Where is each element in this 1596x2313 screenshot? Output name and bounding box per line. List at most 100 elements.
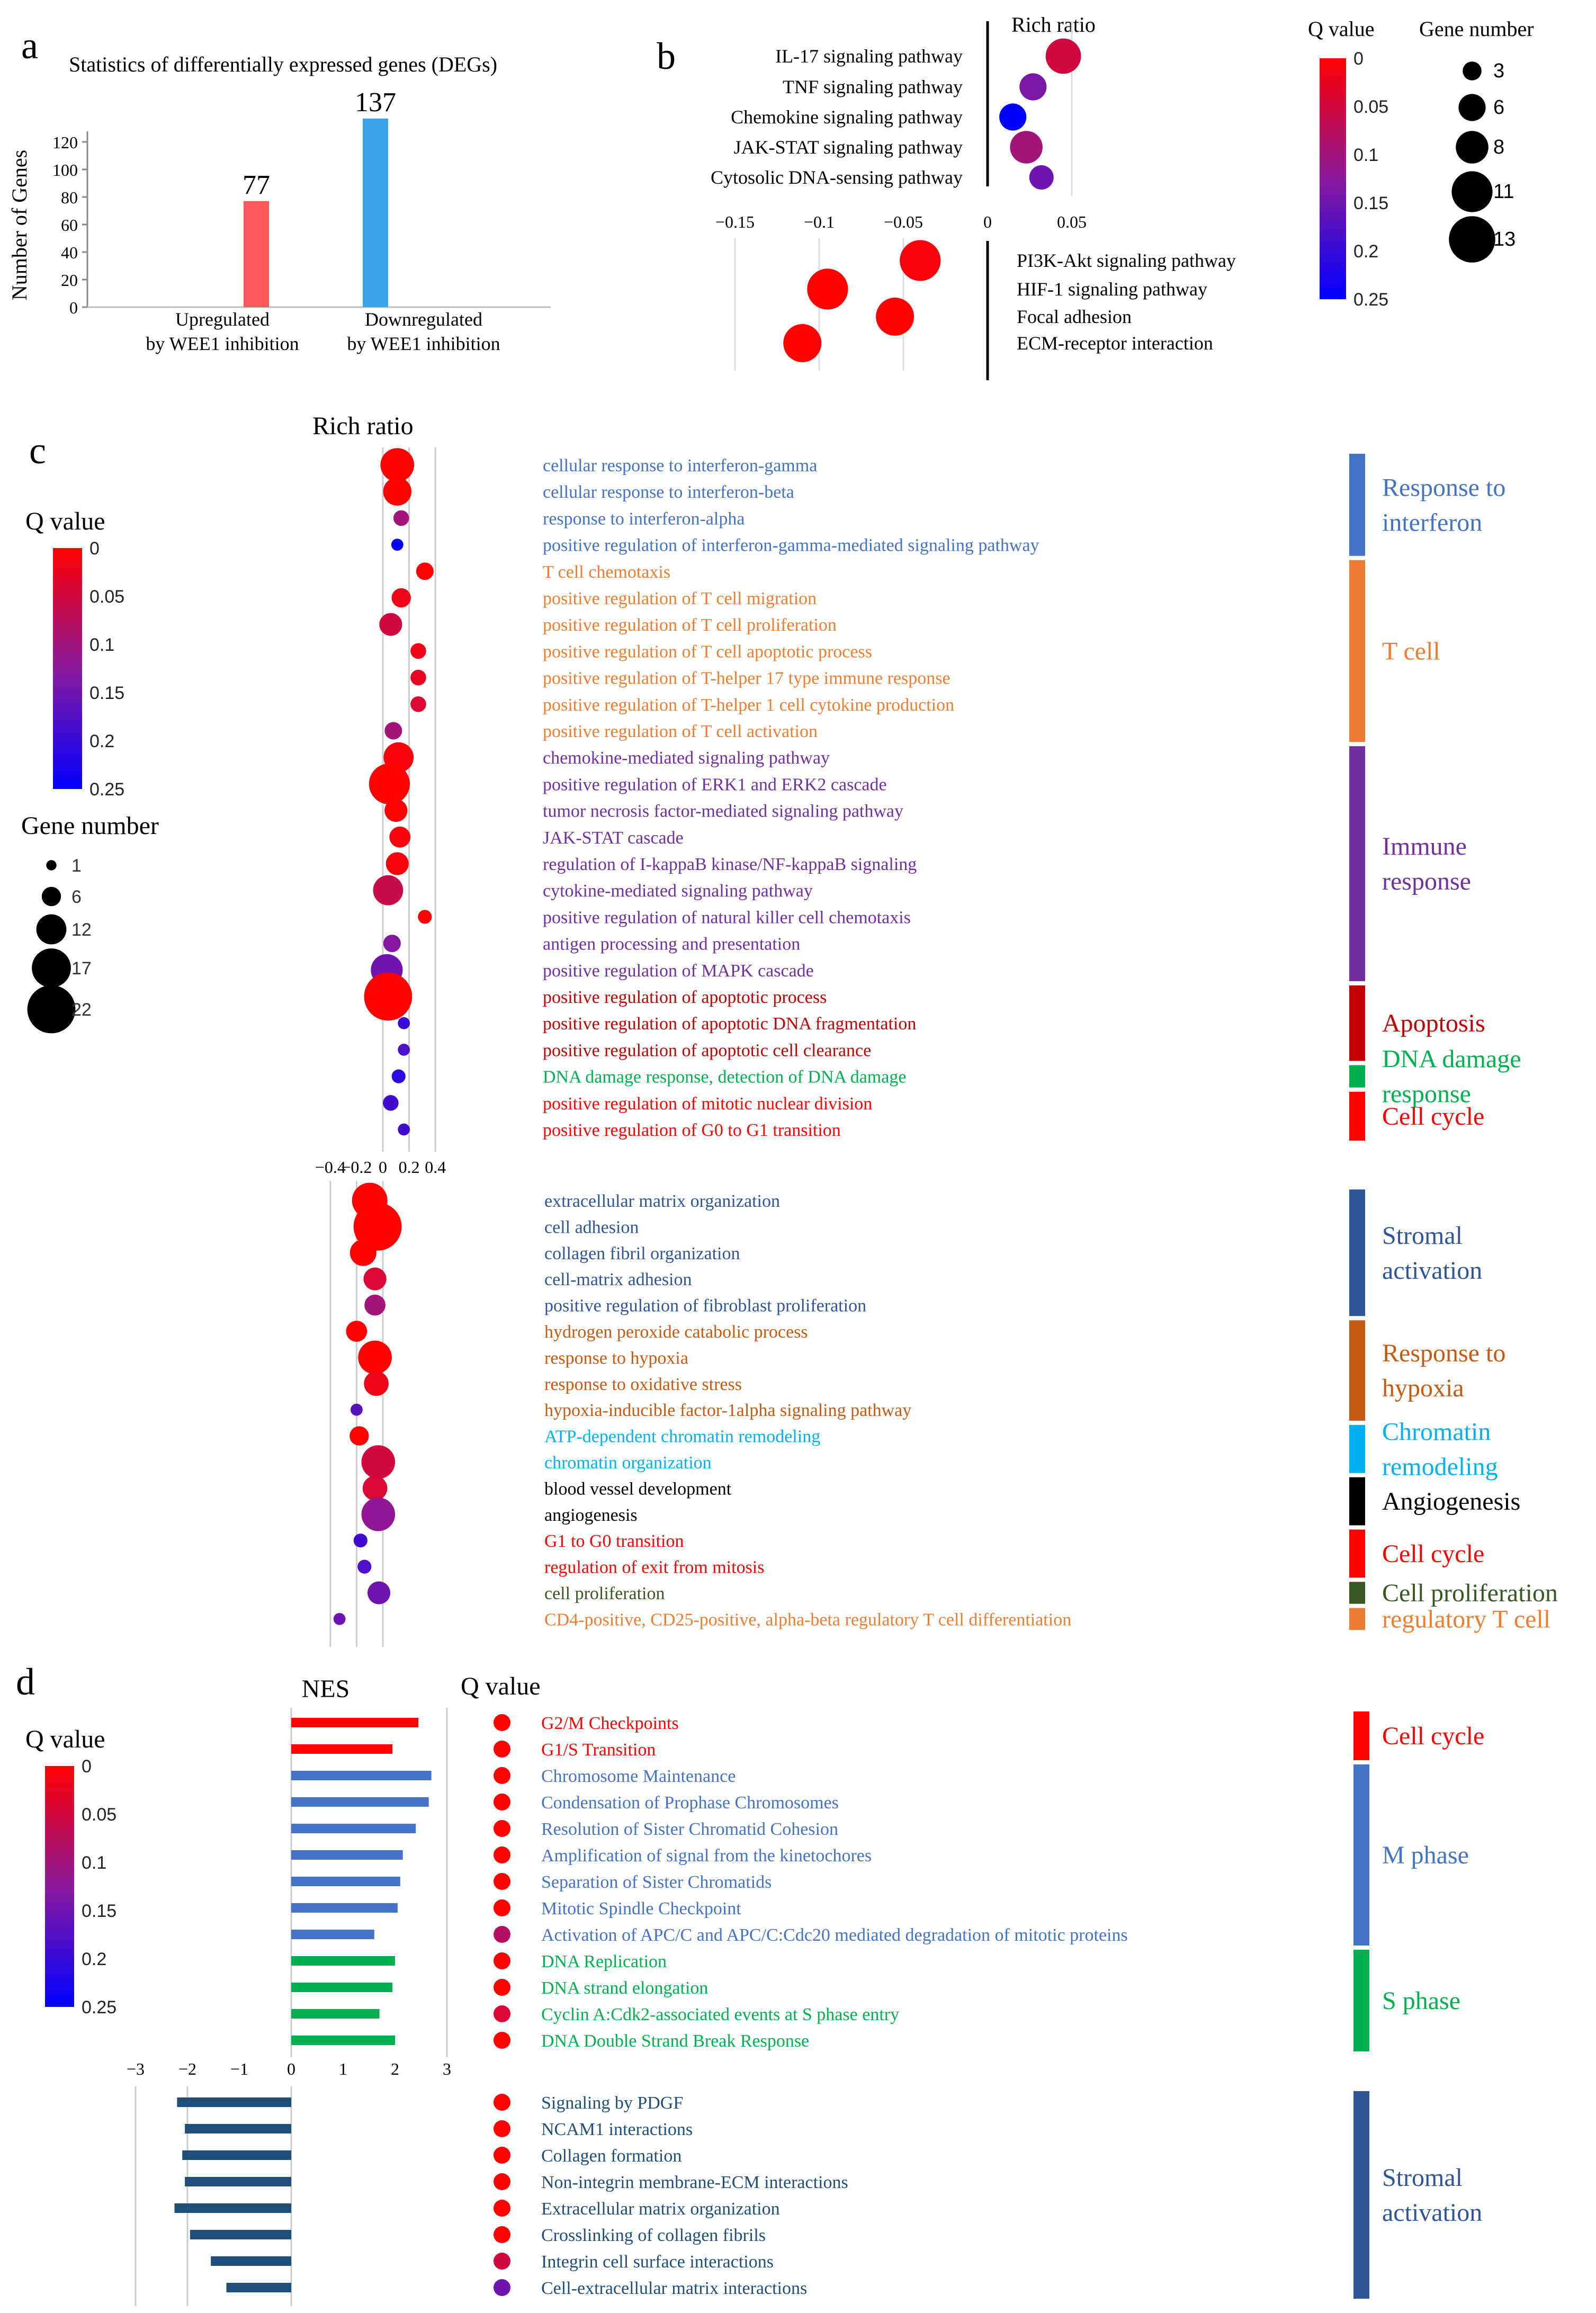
panel-d-bar — [291, 1744, 393, 1754]
panel-b-size-legend-dot — [1456, 131, 1489, 164]
panel-a-y-label: Number of Genes — [7, 150, 31, 300]
panel-d-term-label: Separation of Sister Chromatids — [541, 1872, 772, 1892]
panel-d-bar — [185, 2124, 291, 2133]
panel-d-q-dot — [494, 2279, 510, 2296]
panel-c-term-label: response to hypoxia — [544, 1348, 688, 1368]
panel-c-term-label: positive regulation of T-helper 1 cell c… — [543, 695, 954, 715]
panel-c-term-label: positive regulation of mitotic nuclear d… — [543, 1094, 872, 1114]
panel-d-term-label: Extracellular matrix organization — [541, 2199, 780, 2219]
panel-b-q-legend-title: Q value — [1308, 17, 1375, 41]
panel-c-category-label: Immune — [1382, 832, 1467, 860]
panel-a-category-label: by WEE1 inhibition — [146, 333, 299, 354]
panel-c-category-bar — [1349, 1477, 1365, 1526]
panel-c-term-label: cytokine-mediated signaling pathway — [543, 881, 813, 901]
panel-b-x-tick-label: −0.1 — [804, 212, 835, 231]
panel-d-q-dot — [494, 2094, 510, 2111]
panel-c-x-tick-label: 0.2 — [399, 1158, 420, 1177]
panel-d-category-bar — [1353, 1711, 1369, 1760]
panel-d-bar — [291, 1903, 398, 1913]
panel-c-term-label: cell-matrix adhesion — [544, 1270, 692, 1289]
panel-d-q-dot — [494, 2200, 510, 2217]
panel-b-x-tick-label: 0.05 — [1057, 212, 1087, 231]
panel-b-x-tick-label: −0.15 — [715, 212, 755, 231]
panel-d-x-tick-label: −3 — [127, 2059, 145, 2078]
panel-c-dot — [383, 1095, 399, 1111]
panel-c-size-legend-dot — [46, 860, 57, 871]
panel-c-dot — [361, 1498, 396, 1531]
panel-c-category-bar — [1349, 746, 1365, 981]
panel-c-category-label: Cell cycle — [1382, 1540, 1484, 1568]
panel-c-term-label: hypoxia-inducible factor-1alpha signalin… — [544, 1401, 911, 1420]
panel-c-term-label: cell proliferation — [544, 1584, 665, 1603]
panel-d-category-bar — [1353, 1764, 1369, 1946]
panel-b-dot — [807, 268, 848, 310]
panel-d-q-dot — [494, 2120, 510, 2137]
panel-c-dot — [410, 669, 426, 686]
panel-d-bar — [291, 1718, 419, 1727]
panel-b-dot — [876, 298, 914, 336]
panel-c-q-colorbar-gradient — [53, 548, 82, 789]
panel-d-q-dot — [494, 1820, 510, 1837]
panel-c-dot — [410, 643, 426, 659]
panel-d-bar — [177, 2097, 291, 2107]
panel-b-dot — [999, 103, 1027, 131]
panel-d-category-bar — [1353, 1950, 1369, 2051]
panel-c-dot — [384, 722, 402, 740]
panel-d-bar — [182, 2150, 291, 2160]
panel-c-term-label: collagen fibril organization — [544, 1244, 740, 1263]
panel-a-category-label: by WEE1 inhibition — [347, 333, 500, 354]
panel-c-term-label: hydrogen peroxide catabolic process — [544, 1322, 808, 1342]
panel-c-category-label: T cell — [1382, 637, 1440, 665]
panel-c-term-label: angiogenesis — [544, 1505, 638, 1525]
panel-c-term-label: positive regulation of apoptotic cell cl… — [543, 1041, 871, 1060]
panel-c-dot — [373, 875, 404, 906]
panel-c-category-label: hypoxia — [1382, 1374, 1464, 1402]
panel-c-term-label: positive regulation of T cell migration — [543, 589, 817, 608]
panel-c-dot — [385, 852, 409, 875]
panel-b-size-legend-dot — [1458, 94, 1486, 121]
panel-d-category-label: S phase — [1382, 1987, 1460, 2015]
panel-d-term-label: DNA Replication — [541, 1952, 667, 1971]
panel-c-term-label: cellular response to interferon-gamma — [543, 456, 817, 476]
panel-c-size-legend-label: 17 — [71, 958, 92, 979]
panel-b-dot — [1029, 165, 1054, 190]
panel-a-value-label: 137 — [355, 87, 396, 118]
panel-c-x-tick-label: 0 — [379, 1158, 387, 1177]
panel-c-term-label: positive regulation of G0 to G1 transiti… — [543, 1120, 841, 1140]
panel-c-dot — [349, 1239, 376, 1266]
panel-d-q-colorbar-tick-label: 0.1 — [82, 1853, 106, 1873]
panel-c-term-label: chemokine-mediated signaling pathway — [543, 748, 830, 768]
panel-b-size-legend-label: 3 — [1493, 60, 1504, 82]
panel-a-bar — [244, 201, 269, 307]
panel-d-q-dot — [494, 1846, 510, 1863]
panel-c-dot — [383, 477, 411, 506]
panel-d-bar — [291, 1930, 374, 1939]
panel-d-term-label: NCAM1 interactions — [541, 2120, 693, 2139]
panel-d-letter: d — [16, 1661, 35, 1703]
panel-a-y-tick-label: 60 — [61, 216, 78, 235]
panel-b-dot — [1019, 73, 1047, 101]
panel-c-rich-ratio-label: Rich ratio — [312, 412, 414, 440]
panel-c-category-label: activation — [1382, 1257, 1482, 1285]
panel-b-term-label: Chemokine signaling pathway — [731, 106, 963, 128]
panel-b-size-legend-title: Gene number — [1419, 17, 1534, 41]
panel-c-dot — [364, 1371, 389, 1396]
panel-b-x-tick-label: 0 — [983, 212, 992, 231]
panel-c-dot — [398, 1123, 410, 1136]
panel-d-category-label: activation — [1382, 2199, 1482, 2227]
panel-d-q-label: Q value — [461, 1672, 541, 1700]
panel-d-category-label: Stromal — [1382, 2164, 1463, 2192]
panel-c-dot — [418, 910, 432, 924]
panel-b-q-colorbar-tick-label: 0.25 — [1353, 290, 1388, 310]
panel-b-size-legend-dot — [1449, 216, 1495, 263]
panel-d-q-legend-title: Q value — [25, 1725, 105, 1753]
panel-b-size-legend-label: 13 — [1493, 228, 1516, 250]
panel-c-size-legend-label: 1 — [71, 856, 82, 876]
panel-c-term-label: positive regulation of interferon-gamma-… — [543, 536, 1039, 555]
panel-c-category-label: Apoptosis — [1382, 1009, 1485, 1037]
panel-d-q-dot — [494, 2173, 510, 2190]
panel-c-term-label: positive regulation of T-helper 17 type … — [543, 669, 951, 688]
panel-d-term-label: Collagen formation — [541, 2146, 682, 2166]
panel-d-bar — [291, 1797, 429, 1807]
panel-c-term-label: positive regulation of T cell proliferat… — [543, 615, 837, 635]
